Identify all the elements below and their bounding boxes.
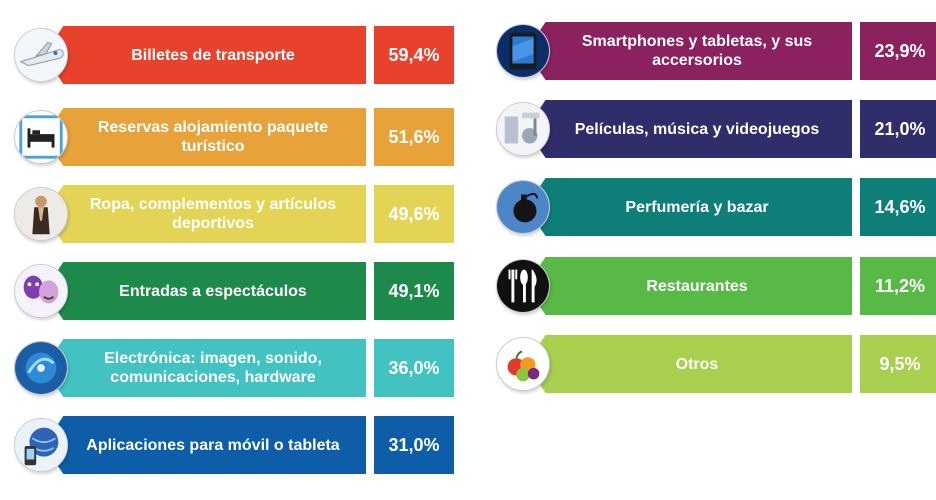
category-label: Entradas a espectáculos	[44, 262, 366, 320]
category-label: Reservas alojamiento paquete turístico	[44, 108, 366, 166]
category-row: Restaurantes 11,2%	[496, 257, 936, 315]
category-label: Perfumería y bazar	[526, 178, 852, 236]
category-row: Otros 9,5%	[496, 335, 936, 393]
category-percentage: 49,1%	[374, 262, 454, 320]
fruit-icon	[496, 337, 550, 391]
category-row: Billetes de transporte 59,4%	[14, 26, 454, 84]
tablet-icon	[496, 24, 550, 78]
fashion-model-icon	[14, 187, 68, 241]
category-percentage: 31,0%	[374, 416, 454, 474]
category-row: Aplicaciones para móvil o tableta 31,0%	[14, 416, 454, 474]
category-percentage: 14,6%	[860, 178, 936, 236]
category-label: Aplicaciones para móvil o tableta	[44, 416, 366, 474]
category-label: Otros	[526, 335, 852, 393]
category-row: Películas, música y videojuegos 21,0%	[496, 100, 936, 158]
category-percentage: 36,0%	[374, 339, 454, 397]
category-label: Ropa, complementos y artículos deportivo…	[44, 185, 366, 243]
category-percentage: 9,5%	[860, 335, 936, 393]
category-percentage: 23,9%	[860, 22, 936, 80]
category-row: Entradas a espectáculos 49,1%	[14, 262, 454, 320]
category-row: Perfumería y bazar 14,6%	[496, 178, 936, 236]
category-percentage: 49,6%	[374, 185, 454, 243]
category-row: Reservas alojamiento paquete turístico 51…	[14, 108, 454, 166]
category-label: Billetes de transporte	[44, 26, 366, 84]
category-row: Smartphones y tabletas, y sus accersorio…	[496, 22, 936, 80]
category-percentage: 11,2%	[860, 257, 936, 315]
perfume-bottle-icon	[496, 180, 550, 234]
category-label: Electrónica: imagen, sonido, comunicacio…	[44, 339, 366, 397]
category-label: Restaurantes	[526, 257, 852, 315]
cutlery-icon	[496, 259, 550, 313]
mobile-globe-icon	[14, 418, 68, 472]
category-percentage: 51,6%	[374, 108, 454, 166]
music-film-icon	[496, 102, 550, 156]
category-percentage: 21,0%	[860, 100, 936, 158]
electronics-icon	[14, 341, 68, 395]
category-label: Smartphones y tabletas, y sus accersorio…	[526, 22, 852, 80]
category-row: Ropa, complementos y artículos deportivo…	[14, 185, 454, 243]
bed-icon	[14, 110, 68, 164]
theater-masks-icon	[14, 264, 68, 318]
category-row: Electrónica: imagen, sonido, comunicacio…	[14, 339, 454, 397]
category-label: Películas, música y videojuegos	[526, 100, 852, 158]
category-percentage: 59,4%	[374, 26, 454, 84]
airplane-icon	[14, 28, 68, 82]
